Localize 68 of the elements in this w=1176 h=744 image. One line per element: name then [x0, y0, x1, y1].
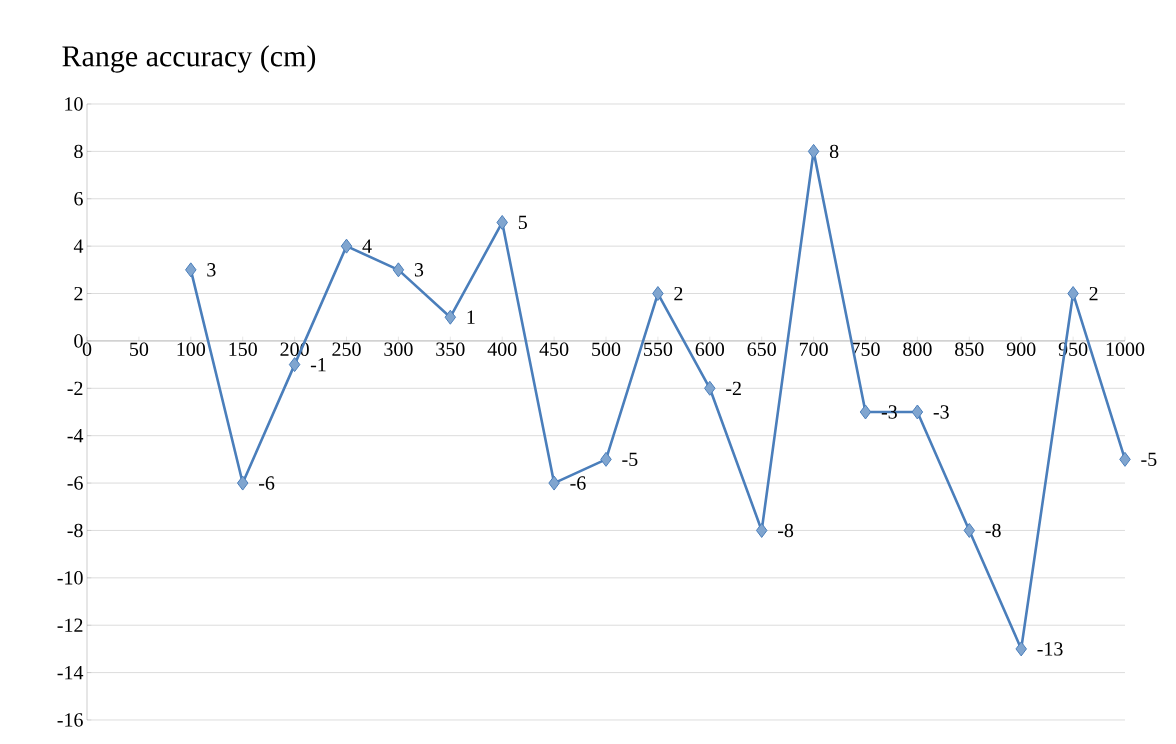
point	[496, 214, 508, 230]
data-label: -6	[570, 476, 586, 490]
point	[1067, 286, 1079, 302]
point	[236, 475, 249, 491]
x-tick-label: 800	[903, 342, 932, 356]
y-tick-label: 6	[74, 192, 83, 206]
y-tick-label: -6	[67, 476, 83, 490]
y-tick-label: -12	[57, 618, 83, 632]
x-tick-label: 650	[747, 342, 776, 356]
x-tick-label: 400	[487, 342, 517, 356]
x-tick-label: 50	[130, 342, 149, 356]
data-label: -6	[258, 476, 275, 490]
y-tick-label: -4	[67, 429, 84, 443]
point	[652, 286, 664, 302]
x-tick-label: 1000	[1106, 342, 1145, 356]
data-label: -1	[310, 358, 326, 372]
data-label: -2	[726, 381, 741, 395]
data-label: 1	[467, 310, 475, 324]
point	[807, 143, 820, 159]
x-tick-label: 150	[229, 342, 257, 356]
data-label: 3	[207, 263, 216, 277]
data-label: 8	[829, 144, 839, 159]
data-label: -3	[933, 405, 949, 419]
point	[963, 522, 976, 538]
data-label: -5	[1141, 452, 1157, 467]
point	[704, 380, 716, 396]
x-tick-label: 600	[695, 342, 725, 356]
point	[548, 475, 560, 491]
point	[859, 404, 872, 420]
x-tick-label: 450	[539, 342, 569, 356]
data-label: 2	[1089, 286, 1098, 301]
y-tick-label: 2	[74, 286, 83, 301]
point	[392, 262, 405, 278]
x-tick-label: 900	[1006, 342, 1036, 356]
data-label: 2	[674, 286, 683, 301]
point	[288, 357, 301, 373]
x-tick-label: 250	[332, 342, 361, 356]
x-tick-label: 500	[592, 342, 621, 356]
data-label: 4	[362, 239, 372, 253]
y-tick-label: -10	[57, 571, 83, 585]
data-label: -8	[985, 523, 1001, 538]
x-tick-label: 350	[436, 342, 465, 356]
y-tick-label: -16	[57, 713, 83, 727]
data-label: 3	[414, 263, 424, 277]
data-label: -8	[777, 523, 794, 538]
y-tick-label: 10	[65, 97, 83, 111]
point	[600, 451, 612, 467]
y-tick-label: 8	[74, 144, 83, 159]
chart-title: Range accuracy (cm)	[62, 45, 316, 73]
y-tick-label: -8	[67, 523, 83, 538]
data-label: -5	[622, 452, 638, 467]
x-tick-label: 850	[955, 342, 984, 356]
x-tick-label: 700	[799, 342, 828, 356]
point	[1015, 641, 1027, 657]
point	[185, 262, 197, 278]
x-tick-label: 100	[177, 342, 206, 356]
x-tick-label: 300	[384, 342, 413, 356]
data-label: -13	[1037, 642, 1063, 656]
y-tick-label: -14	[57, 666, 84, 680]
y-tick-label: 4	[73, 239, 84, 253]
y-tick-label: -2	[67, 381, 83, 395]
point	[340, 238, 353, 254]
point	[911, 404, 924, 420]
data-label: 5	[518, 215, 527, 230]
point	[755, 522, 768, 538]
point	[1119, 451, 1131, 467]
point	[444, 309, 457, 325]
x-tick-label: 550	[644, 342, 673, 356]
